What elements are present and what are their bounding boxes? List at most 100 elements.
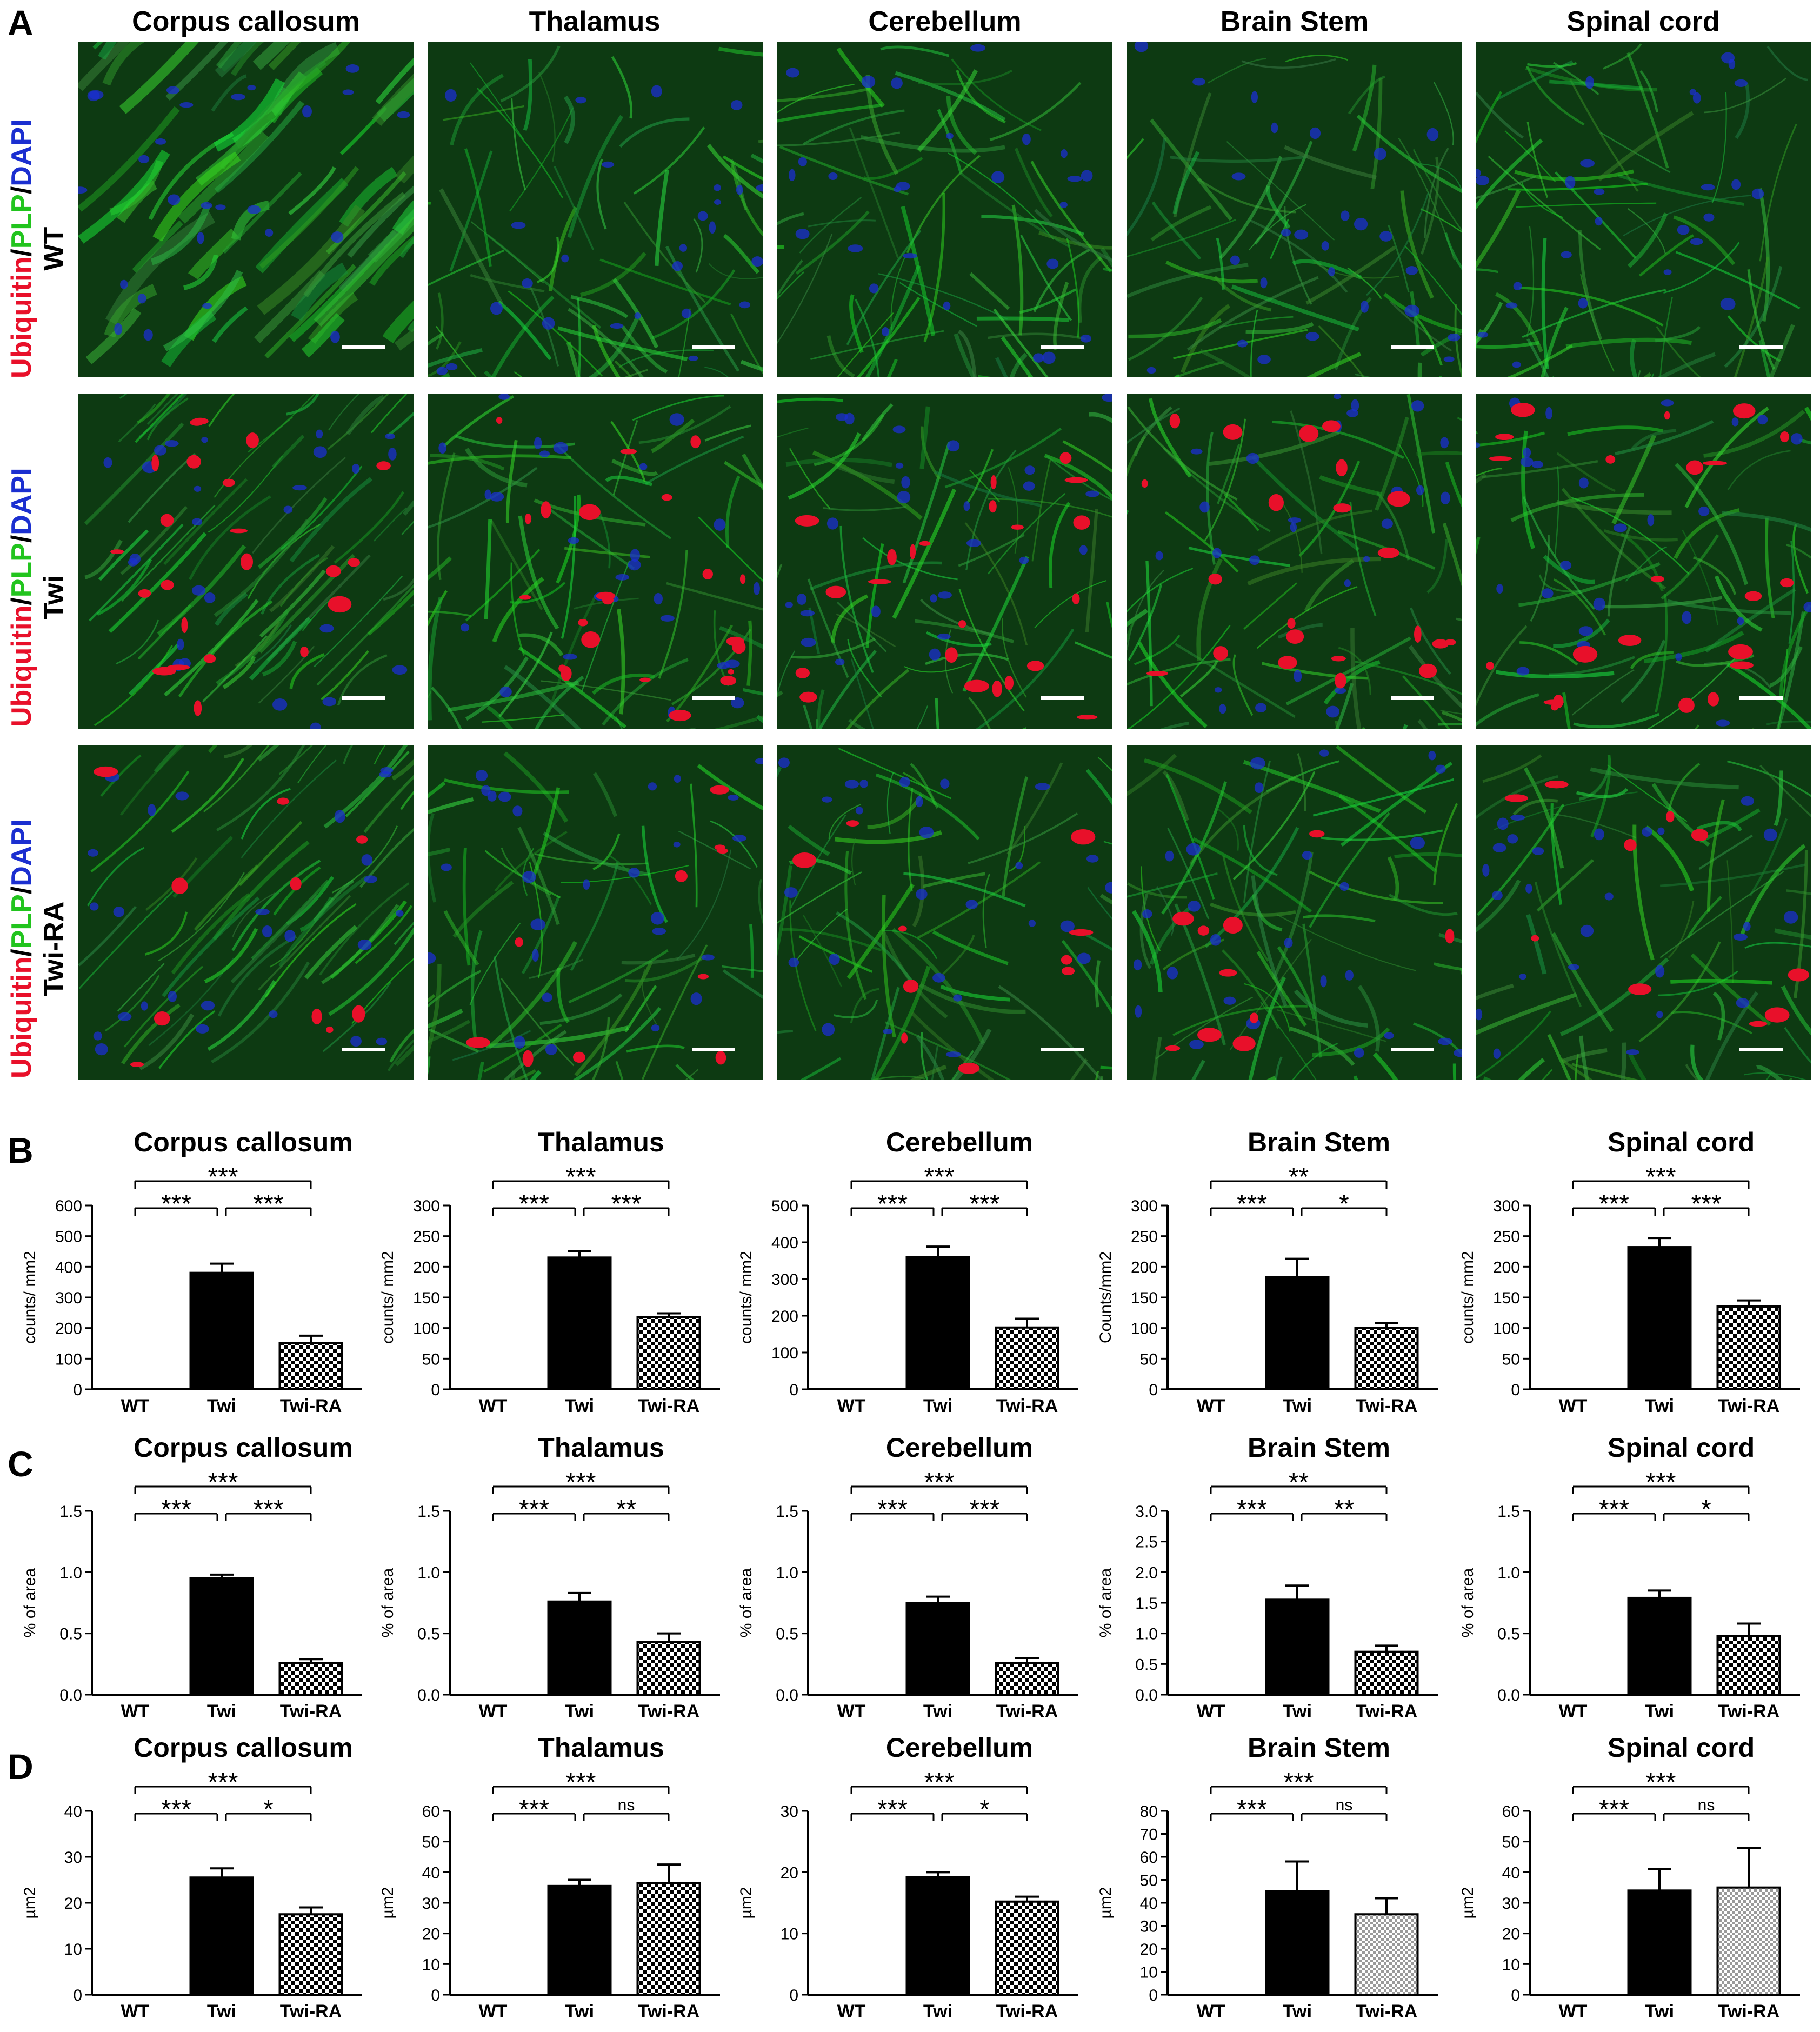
plp-fiber — [452, 1030, 531, 1061]
plp-fiber — [1705, 588, 1796, 653]
plp-fiber — [599, 258, 731, 306]
chart-title: Cerebellum — [886, 1433, 1033, 1463]
plp-fiber — [951, 1028, 992, 1080]
plp-fiber — [84, 539, 123, 579]
plp-fiber — [675, 1064, 695, 1080]
dapi-nucleus — [1133, 959, 1142, 971]
plp-fiber — [742, 688, 763, 696]
plp-fiber — [1053, 282, 1069, 350]
y-tick-label: 0 — [1511, 1381, 1520, 1399]
micrograph-twi-3 — [1127, 394, 1462, 729]
plp-fiber — [742, 453, 763, 491]
dapi-nucleus — [1561, 251, 1572, 258]
ubiquitin-aggregate — [376, 461, 391, 471]
plp-fiber — [428, 847, 451, 857]
category-label: WT — [479, 1396, 508, 1416]
dapi-nucleus — [1334, 394, 1342, 399]
ubiquitin-aggregate — [1707, 692, 1719, 707]
plp-fiber — [139, 1013, 195, 1070]
dapi-nucleus — [1496, 584, 1503, 594]
dapi-nucleus — [756, 184, 763, 192]
category-label: Twi-RA — [1356, 2001, 1418, 2022]
plp-fiber — [777, 245, 784, 250]
plp-fiber — [328, 394, 360, 431]
dapi-nucleus — [1578, 477, 1589, 489]
plp-fiber — [1172, 151, 1200, 214]
dapi-nucleus — [1015, 862, 1023, 870]
bar-twi-ra — [278, 1662, 343, 1696]
y-tick-label: 10 — [1502, 1956, 1520, 1974]
dapi-nucleus — [196, 1024, 209, 1034]
plp-fiber — [1034, 579, 1107, 629]
plp-fiber — [1128, 624, 1231, 729]
plp-fiber — [886, 358, 898, 377]
significance-label: *** — [565, 1768, 596, 1797]
plp-fiber — [831, 594, 869, 643]
plp-fiber — [297, 745, 327, 784]
plp-fiber — [1375, 417, 1409, 511]
dapi-nucleus — [522, 871, 536, 883]
ubiquitin-aggregate — [356, 835, 368, 844]
plp-fiber — [777, 234, 833, 344]
plp-fiber — [428, 970, 482, 1008]
dapi-nucleus — [1731, 417, 1739, 427]
category-label: Twi-RA — [638, 1701, 700, 1722]
plp-fiber — [259, 166, 359, 269]
plp-fiber — [1792, 524, 1809, 594]
chart-title: Thalamus — [538, 1433, 664, 1463]
dapi-nucleus — [1703, 213, 1715, 222]
plp-fiber — [1706, 799, 1725, 912]
ubiquitin-aggregate — [1628, 983, 1652, 995]
y-tick-label: 0 — [1149, 1381, 1158, 1399]
plp-fiber — [850, 658, 874, 729]
plp-fiber — [1095, 960, 1101, 1008]
plp-fiber — [1197, 178, 1296, 214]
significance-label: *** — [877, 1495, 908, 1524]
plp-fiber — [1162, 447, 1271, 532]
dapi-nucleus — [652, 927, 666, 935]
dapi-nucleus — [943, 301, 951, 310]
y-tick-label: 250 — [1131, 1228, 1158, 1246]
y-tick-label: 0 — [789, 1381, 798, 1399]
bar-twi — [905, 1876, 970, 1996]
region-title-brain-stem: Brain Stem — [1220, 6, 1369, 37]
ubiquitin-aggregate — [94, 766, 118, 777]
plp-fiber — [1304, 559, 1355, 612]
bar-twi-ra — [1354, 1913, 1419, 1996]
dapi-nucleus — [651, 1024, 660, 1032]
plp-fiber — [444, 778, 569, 794]
plp-fiber — [777, 871, 862, 924]
row-group-twi: Twi — [38, 575, 70, 620]
dapi-nucleus — [1042, 351, 1056, 364]
plp-fiber — [1437, 723, 1462, 726]
dapi-nucleus — [1594, 188, 1605, 195]
plp-fiber — [1189, 775, 1298, 865]
dapi-nucleus — [1741, 796, 1755, 806]
ubiquitin-aggregate — [1250, 1012, 1258, 1024]
plp-fiber — [1543, 555, 1595, 584]
plp-fiber — [1600, 131, 1671, 173]
plp-fiber — [1074, 641, 1112, 659]
dapi-nucleus — [1199, 501, 1210, 513]
ubiquitin-aggregate — [795, 668, 810, 678]
plp-fiber — [713, 610, 730, 687]
plp-fiber — [1560, 957, 1669, 1036]
plp-fiber — [1087, 887, 1112, 921]
plp-fiber — [1245, 322, 1314, 334]
dapi-nucleus — [674, 775, 681, 783]
y-tick-label: 200 — [55, 1320, 82, 1338]
plp-fiber — [1066, 237, 1080, 338]
plp-fiber — [1559, 1057, 1594, 1080]
y-axis-label: % of area — [379, 1568, 397, 1637]
plp-fiber — [638, 405, 731, 444]
dapi-nucleus — [784, 887, 798, 898]
plp-fiber — [343, 745, 354, 764]
micrograph-twi-4 — [1476, 394, 1811, 729]
plp-fiber — [1777, 649, 1789, 729]
ubiquitin-aggregate — [465, 1037, 490, 1048]
plp-fiber — [1294, 989, 1369, 1028]
dapi-nucleus — [714, 184, 721, 191]
dapi-nucleus — [87, 849, 98, 857]
dapi-nucleus — [991, 171, 1005, 183]
plp-fiber — [1607, 527, 1631, 617]
